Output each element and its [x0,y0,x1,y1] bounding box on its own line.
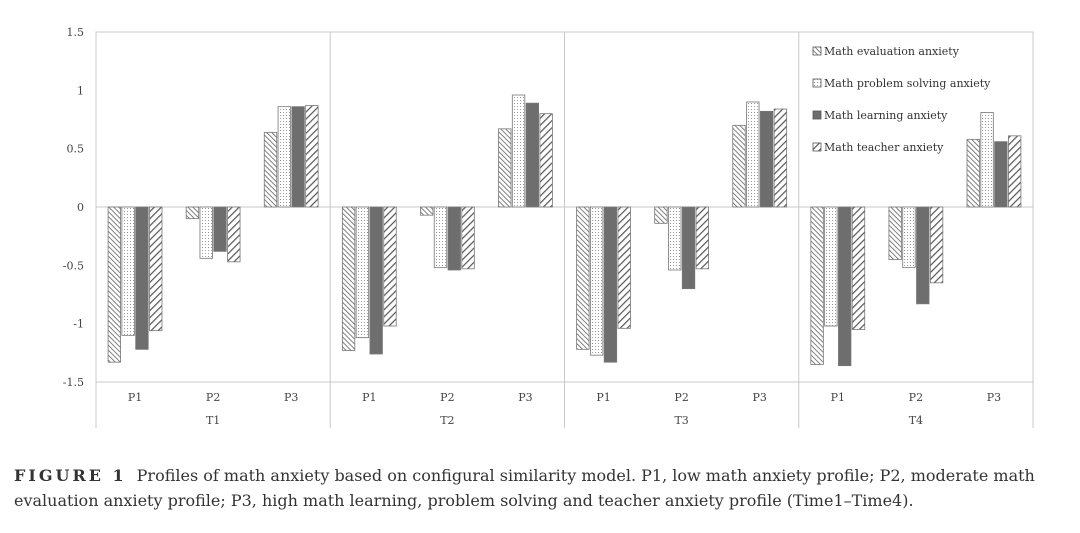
bar [916,206,930,305]
bar [681,206,696,290]
bar [929,206,944,284]
x-group-label: T3 [674,414,688,427]
x-category-label: P2 [440,391,454,404]
bar [107,206,121,363]
bar [420,206,434,216]
x-category-label: P1 [831,391,845,404]
bar [383,206,397,327]
bar [447,206,461,271]
x-category-label: P1 [128,391,142,404]
bar [576,206,590,350]
bar [369,206,383,355]
bar [539,113,553,208]
bar [355,206,370,339]
y-axis-ticks: 1.5 1 0.5 0 -0.5 -1 -1.5 [63,26,84,389]
plot-frame [95,31,1034,428]
legend: Math evaluation anxiety Math problem solv… [812,45,991,154]
bars [107,94,1022,367]
bar [994,141,1008,208]
legend-label: Math evaluation anxiety [824,45,960,58]
legend-label: Math problem solving anxiety [824,77,991,90]
bar [654,206,668,224]
y-tick-label: 0.5 [67,143,85,156]
x-category-label: P1 [362,391,376,404]
x-category-label: P2 [206,391,220,404]
bar [213,206,227,252]
legend-label: Math learning anxiety [824,109,948,122]
x-category-label: P3 [987,391,1001,404]
y-tick-label: 1.5 [67,26,85,39]
bar [668,206,682,271]
bar [511,94,526,208]
bar [149,206,163,332]
y-tick-label: -0.5 [63,259,84,272]
bar [838,206,852,367]
bar [966,138,980,208]
bar [433,206,448,269]
x-category-label: P2 [674,391,688,404]
bar [263,131,278,208]
x-category-label: P3 [284,391,298,404]
y-tick-label: 1 [77,84,84,97]
bar [980,112,994,208]
bar [695,206,709,270]
bar [305,105,319,208]
bar [603,206,618,363]
bar [199,206,213,259]
bar [824,206,838,327]
bar [525,102,540,208]
bar [291,106,305,208]
bar [746,101,760,208]
x-group-label: T4 [909,414,923,427]
x-group-label: T2 [440,414,454,427]
bar [121,206,135,336]
legend-swatch [812,46,822,56]
x-category-label: P3 [518,391,532,404]
bar [810,206,824,365]
bar [851,206,866,330]
bar [277,106,291,208]
x-category-label: P3 [753,391,767,404]
x-category-label: P1 [596,391,610,404]
bar [498,128,512,208]
legend-swatch [812,110,822,120]
bar [341,206,356,351]
bar [617,206,631,329]
bar [888,206,902,260]
figure-caption: FIGURE 1 Profiles of math anxiety based o… [14,463,1069,513]
y-tick-label: -1 [73,318,84,331]
bar [227,206,241,263]
bar [1008,135,1022,208]
x-axis-labels: P1 P2 P3 T1 P1 P2 P3 T2 P1 P2 P3 T3 P1 P2 P3 T4 [128,391,1001,427]
bar [589,206,604,356]
bar [135,206,149,350]
legend-label: Math teacher anxiety [824,141,944,154]
bar-chart: 1.5 1 0.5 0 -0.5 -1 -1.5 P1 P2 P3 T1 P1 P2 P3 T2 P1 P2 P… [63,26,1034,428]
bar [902,206,916,269]
x-group-label: T1 [206,414,220,427]
bar [773,108,788,208]
y-tick-label: 0 [77,201,84,214]
bar [185,206,200,220]
figure-caption-text: Profiles of math anxiety based on config… [14,466,1035,510]
bar [732,124,746,208]
figure-caption-label: FIGURE 1 [14,466,127,485]
y-tick-label: -1.5 [63,376,84,389]
x-category-label: P2 [909,391,923,404]
bar [759,110,774,208]
legend-swatch [812,142,822,152]
legend-swatch [812,78,822,88]
bar [461,206,475,270]
